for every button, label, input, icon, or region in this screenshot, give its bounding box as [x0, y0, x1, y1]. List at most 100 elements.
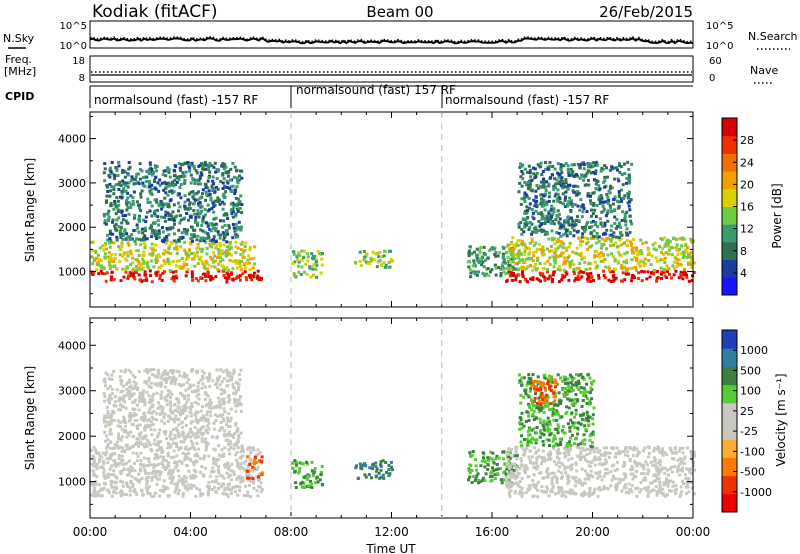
- scatter-cell: [638, 259, 642, 263]
- scatter-cell: [217, 465, 220, 469]
- scatter-cell: [598, 255, 602, 259]
- scatter-cell: [623, 172, 627, 175]
- scatter-cell: [237, 388, 240, 392]
- scatter-cell: [206, 493, 210, 497]
- scatter-cell: [597, 487, 601, 491]
- scatter-cell: [220, 164, 224, 168]
- scatter-cell: [107, 260, 111, 264]
- scatter-cell: [623, 194, 627, 198]
- scatter-cell: [590, 492, 594, 496]
- scatter-cell: [372, 462, 375, 466]
- scatter-cell: [371, 467, 374, 470]
- scatter-cell: [111, 409, 115, 413]
- scatter-cell: [669, 276, 673, 280]
- scatter-cell: [188, 435, 192, 439]
- scatter-cell: [184, 417, 187, 420]
- scatter-cell: [196, 428, 200, 432]
- scatter-cell: [229, 442, 233, 446]
- scatter-cell: [187, 452, 191, 455]
- scatter-cell: [568, 171, 572, 175]
- scatter-cell: [204, 241, 208, 244]
- scatter-cell: [137, 266, 140, 270]
- scatter-cell: [567, 173, 571, 177]
- scatter-cell: [534, 173, 538, 177]
- scatter-cell: [239, 462, 243, 466]
- scatter-cell: [575, 173, 578, 176]
- scatter-cell: [246, 494, 250, 498]
- scatter-cell: [679, 457, 683, 461]
- scatter-cell: [181, 171, 185, 175]
- scatter-cell: [234, 259, 238, 263]
- scatter-cell: [157, 401, 161, 405]
- scatter-cell: [157, 229, 161, 233]
- scatter-cell: [156, 456, 160, 460]
- scatter-cell: [657, 472, 661, 476]
- scatter-cell: [173, 247, 176, 251]
- scatter-cell: [481, 260, 485, 264]
- scatter-cell: [525, 211, 529, 215]
- scatter-cell: [154, 443, 158, 447]
- scatter-cell: [542, 216, 546, 220]
- scatter-cell: [229, 416, 233, 420]
- scatter-cell: [197, 190, 200, 194]
- scatter-cell: [104, 439, 107, 443]
- scatter-cell: [630, 266, 634, 270]
- scatter-cell: [110, 464, 114, 468]
- scatter-cell: [248, 246, 252, 249]
- scatter-cell: [507, 447, 511, 451]
- scatter-cell: [525, 195, 529, 199]
- scatter-cell: [604, 247, 608, 251]
- scatter-cell: [597, 198, 601, 202]
- scatter-cell: [682, 237, 686, 241]
- scatter-cell: [99, 465, 103, 469]
- scatter-cell: [232, 386, 236, 390]
- scatter-cell: [166, 454, 170, 458]
- scatter-cell: [619, 232, 623, 236]
- scatter-cell: [539, 202, 543, 206]
- scatter-cell: [135, 452, 139, 456]
- scatter-cell: [173, 436, 177, 440]
- scatter-cell: [214, 222, 218, 226]
- scatter-cell: [259, 490, 263, 494]
- scatter-cell: [531, 479, 535, 482]
- scatter-cell: [639, 249, 643, 253]
- scatter-cell: [147, 441, 151, 445]
- scatter-cell: [302, 270, 306, 274]
- scatter-cell: [155, 208, 159, 212]
- scatter-cell: [163, 466, 167, 470]
- scatter-cell: [368, 262, 372, 266]
- scatter-cell: [493, 473, 497, 477]
- scatter-cell: [594, 162, 598, 166]
- scatter-cell: [204, 441, 208, 444]
- scatter-cell: [90, 448, 93, 452]
- scatter-cell: [209, 414, 213, 418]
- scatter-cell: [562, 262, 566, 266]
- scatter-cell: [118, 437, 122, 441]
- scatter-cell: [552, 237, 556, 241]
- scatter-cell: [198, 457, 202, 460]
- scatter-cell: [161, 459, 165, 463]
- scatter-cell: [112, 192, 116, 196]
- scatter-cell: [132, 392, 136, 396]
- scatter-cell: [131, 485, 135, 488]
- scatter-cell: [239, 395, 243, 399]
- scatter-cell: [102, 451, 105, 455]
- scatter-cell: [158, 494, 162, 498]
- scatter-cell: [602, 180, 606, 184]
- scatter-cell: [556, 171, 560, 175]
- scatter-cell: [611, 475, 615, 479]
- power-ylabel: Slant Range [km]: [23, 158, 37, 262]
- scatter-cell: [528, 168, 532, 172]
- scatter-cell: [639, 481, 643, 484]
- scatter-cell: [531, 211, 535, 215]
- scatter-cell: [109, 239, 113, 243]
- scatter-cell: [165, 227, 169, 230]
- scatter-cell: [149, 400, 153, 404]
- scatter-cell: [575, 219, 579, 222]
- nsearch-trace: [89, 36, 694, 43]
- scatter-cell: [132, 462, 136, 465]
- scatter-cell: [153, 180, 156, 183]
- scatter-cell: [616, 177, 620, 181]
- scatter-cell: [131, 451, 135, 455]
- scatter-cell: [599, 260, 603, 263]
